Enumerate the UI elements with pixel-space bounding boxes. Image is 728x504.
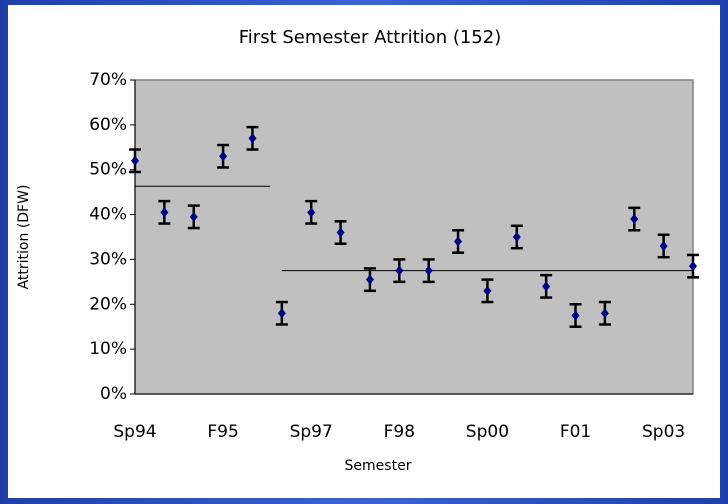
y-tick-label: 30% <box>89 249 127 269</box>
x-axis-label: Semester <box>345 458 412 474</box>
y-tick-label: 70% <box>89 70 127 90</box>
marker <box>571 310 580 321</box>
marker <box>630 214 639 225</box>
marker <box>365 274 374 285</box>
marker <box>512 232 521 242</box>
chart-title: First Semester Attrition (152) <box>239 27 501 48</box>
x-tick-label: Sp00 <box>466 422 509 442</box>
marker <box>424 265 433 276</box>
x-tick-label: Sp94 <box>113 422 156 442</box>
marker <box>307 207 316 218</box>
marker <box>189 211 198 222</box>
x-tick-label: F01 <box>560 422 591 442</box>
marker <box>248 133 257 144</box>
x-tick-label: Sp97 <box>290 422 333 442</box>
marker <box>659 240 668 251</box>
marker <box>336 227 345 238</box>
x-tick-label: F95 <box>207 422 238 442</box>
plot-area <box>134 79 694 395</box>
marker <box>689 261 697 272</box>
x-tick-label: F98 <box>384 422 415 442</box>
marker <box>454 236 463 247</box>
y-tick-label: 60% <box>89 115 127 135</box>
y-tick-label: 50% <box>89 160 127 180</box>
x-tick-label: Sp03 <box>642 422 685 442</box>
marker <box>131 155 139 166</box>
y-tick-label: 10% <box>89 339 127 359</box>
y-tick-label: 20% <box>89 294 127 314</box>
marker <box>483 285 492 296</box>
marker <box>277 308 286 319</box>
marker <box>542 281 551 292</box>
y-axis-label: Attrition (DFW) <box>16 185 32 290</box>
marker <box>600 308 609 319</box>
marker <box>160 207 169 218</box>
marker <box>395 265 404 276</box>
marker <box>219 151 228 162</box>
y-tick-label: 0% <box>100 384 127 404</box>
y-tick-label: 40% <box>89 205 127 225</box>
